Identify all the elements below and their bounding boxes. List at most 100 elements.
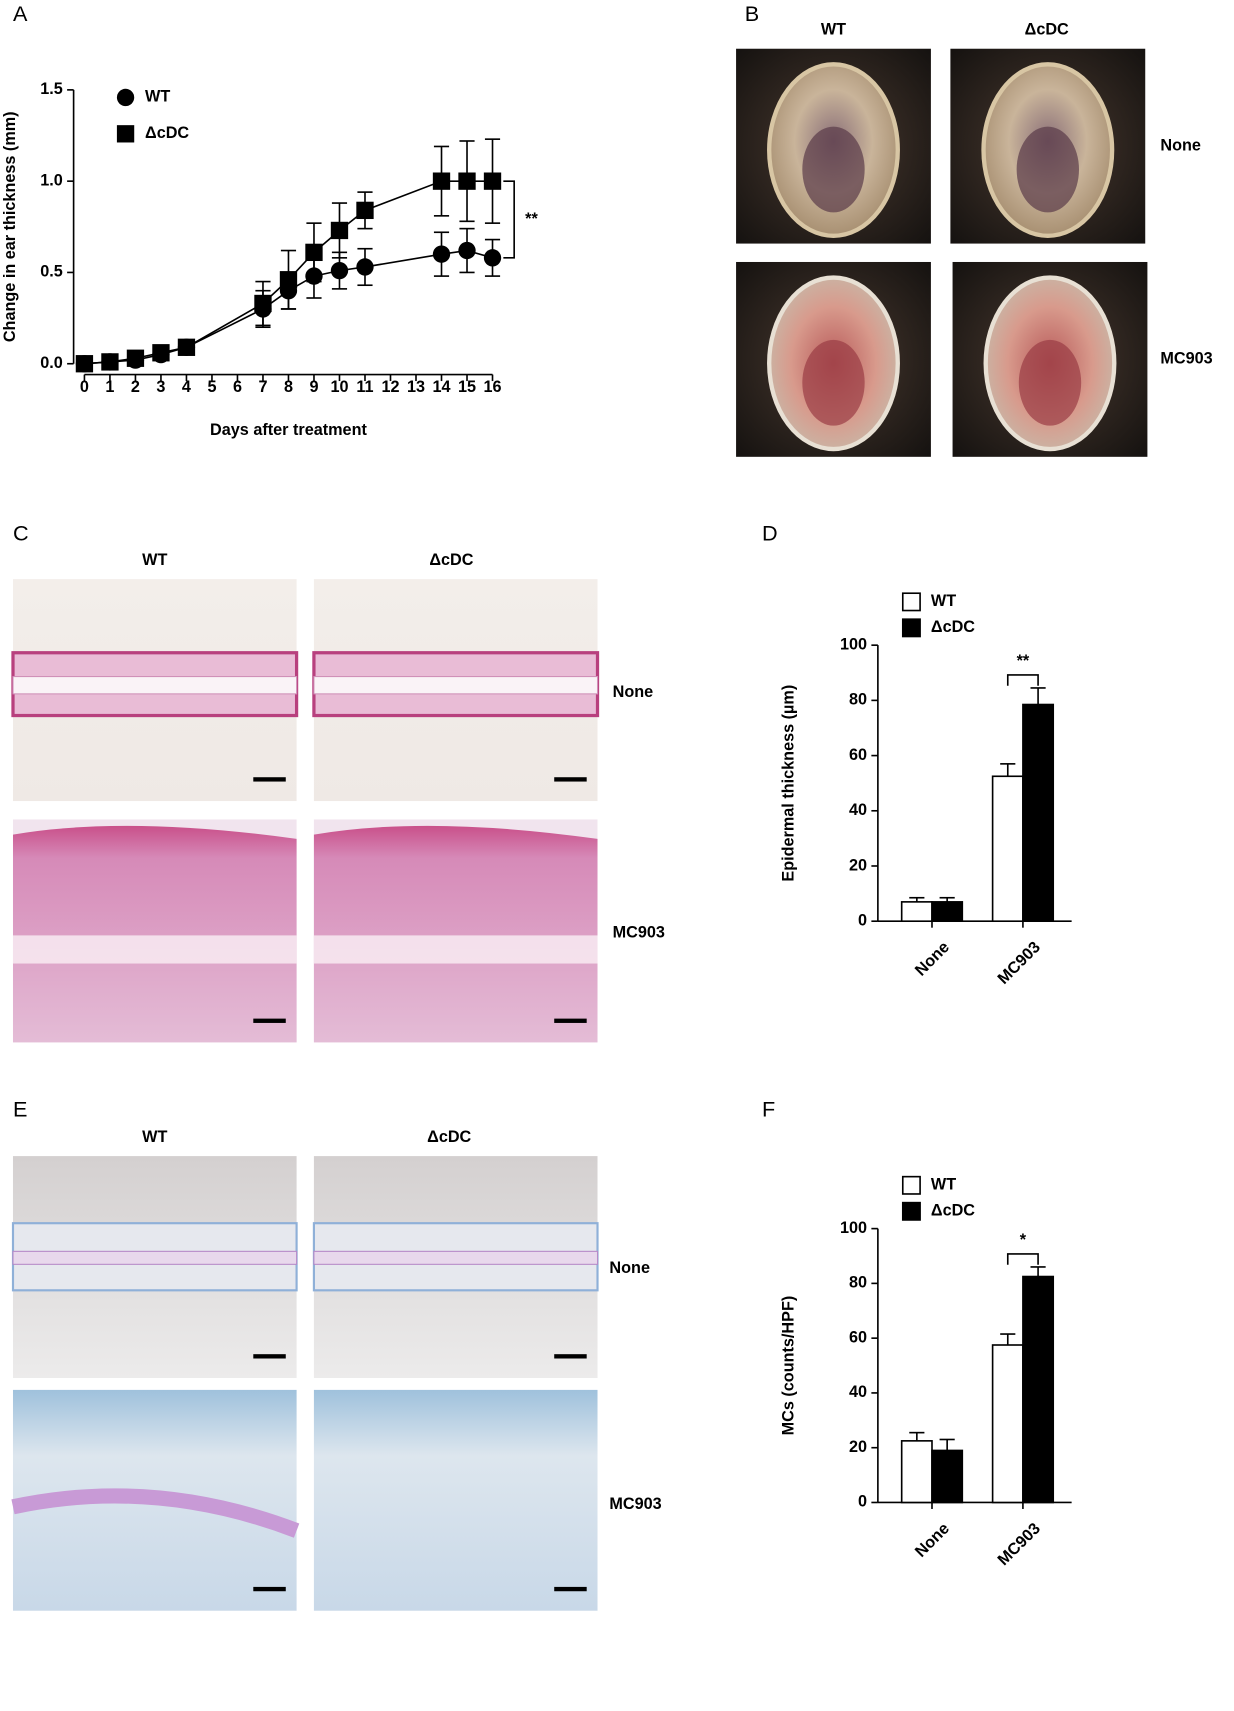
point <box>177 338 196 356</box>
column-label: ΔcDC <box>1025 21 1069 39</box>
x-tick-label: MC903 <box>994 1519 1044 1569</box>
panel-label: D <box>762 520 778 545</box>
point <box>330 221 349 240</box>
x-axis-label: Days after treatment <box>210 421 367 439</box>
point <box>483 172 502 190</box>
photo <box>952 261 1148 457</box>
x-tick-label: 9 <box>309 378 318 396</box>
ear-canal <box>1016 126 1079 213</box>
x-tick-label: 15 <box>458 378 476 396</box>
bar <box>991 775 1024 923</box>
scale-bar <box>554 777 587 782</box>
y-tick-label: 80 <box>849 691 867 709</box>
legend-marker <box>901 1175 921 1195</box>
x-tick-label: None <box>912 938 953 979</box>
panel-label: A <box>13 1 28 26</box>
legend-label: ΔcDC <box>145 124 189 142</box>
x-tick-label: 0 <box>80 378 89 396</box>
point <box>279 271 298 289</box>
tissue <box>313 825 598 1043</box>
error-bar <box>1030 687 1046 705</box>
photo <box>11 1156 298 1378</box>
point <box>432 172 451 190</box>
bar <box>1022 1275 1055 1504</box>
y-tick-label: 60 <box>849 746 867 764</box>
x-tick-label: 1 <box>105 378 114 396</box>
point <box>356 201 374 220</box>
x-tick-label: 16 <box>483 378 501 396</box>
x-tick-label: 6 <box>233 378 242 396</box>
y-tick-label: 0.0 <box>40 354 63 372</box>
y-tick-label: 0 <box>858 911 867 929</box>
x-tick-label: 12 <box>381 378 399 396</box>
bar <box>991 1344 1024 1504</box>
cell-layer <box>11 1488 300 1538</box>
y-tick-label: 0 <box>858 1493 867 1511</box>
point <box>432 245 451 263</box>
column-label: ΔcDC <box>429 551 473 569</box>
x-tick-label: 13 <box>407 378 425 396</box>
scale-bar <box>253 1354 286 1359</box>
photo <box>950 48 1146 244</box>
column-label: WT <box>142 551 167 569</box>
fat-layer <box>12 676 298 695</box>
scale-bar <box>554 1586 587 1592</box>
y-tick-label: 40 <box>849 801 867 819</box>
photo <box>736 48 931 244</box>
legend-label: WT <box>145 88 170 106</box>
column-label: WT <box>821 21 846 39</box>
x-tick-label: 8 <box>284 378 293 396</box>
y-tick-label: 0.5 <box>40 263 63 281</box>
point <box>126 349 145 367</box>
panel-label: C <box>13 520 29 545</box>
row-label: MC903 <box>1160 350 1212 368</box>
point <box>152 344 170 362</box>
column-label: ΔcDC <box>427 1128 471 1146</box>
annotation: ** <box>525 210 538 228</box>
ear-canal <box>802 339 865 426</box>
x-tick-label: 14 <box>432 378 450 396</box>
y-tick-label: 20 <box>849 856 867 874</box>
point <box>101 353 119 371</box>
x-tick-label: 11 <box>356 378 373 396</box>
bar <box>900 1440 933 1504</box>
scale-bar <box>554 1354 587 1359</box>
panel-label: E <box>13 1096 27 1121</box>
x-tick-label: None <box>912 1519 953 1560</box>
photo-bg <box>313 1389 598 1611</box>
error-bar <box>1030 1266 1046 1277</box>
row-label: None <box>1160 136 1201 154</box>
point <box>75 355 94 373</box>
x-tick-label: 7 <box>258 378 267 396</box>
x-tick-label: 10 <box>330 378 348 396</box>
y-tick-label: 60 <box>849 1328 867 1346</box>
ear-canal <box>802 126 865 213</box>
point <box>305 243 323 262</box>
row-label: None <box>609 1259 650 1277</box>
point <box>458 172 476 190</box>
legend-label: ΔcDC <box>931 618 975 636</box>
y-tick-label: 1.5 <box>40 80 63 98</box>
panel-label: B <box>745 1 759 26</box>
y-axis-label: Change in ear thickness (mm) <box>1 111 19 342</box>
annotation: ** <box>1017 652 1030 670</box>
legend-label: ΔcDC <box>931 1202 975 1220</box>
photo <box>11 1389 300 1611</box>
point <box>330 261 349 280</box>
fat-layer <box>313 676 599 695</box>
y-axis-label: MCs (counts/HPF) <box>779 1296 797 1436</box>
bar <box>1022 703 1055 923</box>
legend-marker <box>116 125 135 143</box>
legend-label: WT <box>931 592 956 610</box>
y-tick-label: 100 <box>840 1219 867 1237</box>
point <box>356 258 374 276</box>
x-tick-label: 2 <box>131 378 140 396</box>
tissue <box>12 825 297 1043</box>
column-label: WT <box>142 1128 167 1146</box>
bar <box>931 901 964 923</box>
fat-layer <box>12 935 297 964</box>
legend-marker <box>901 592 921 612</box>
panel-label: F <box>762 1096 775 1121</box>
error-bar <box>939 1438 955 1451</box>
